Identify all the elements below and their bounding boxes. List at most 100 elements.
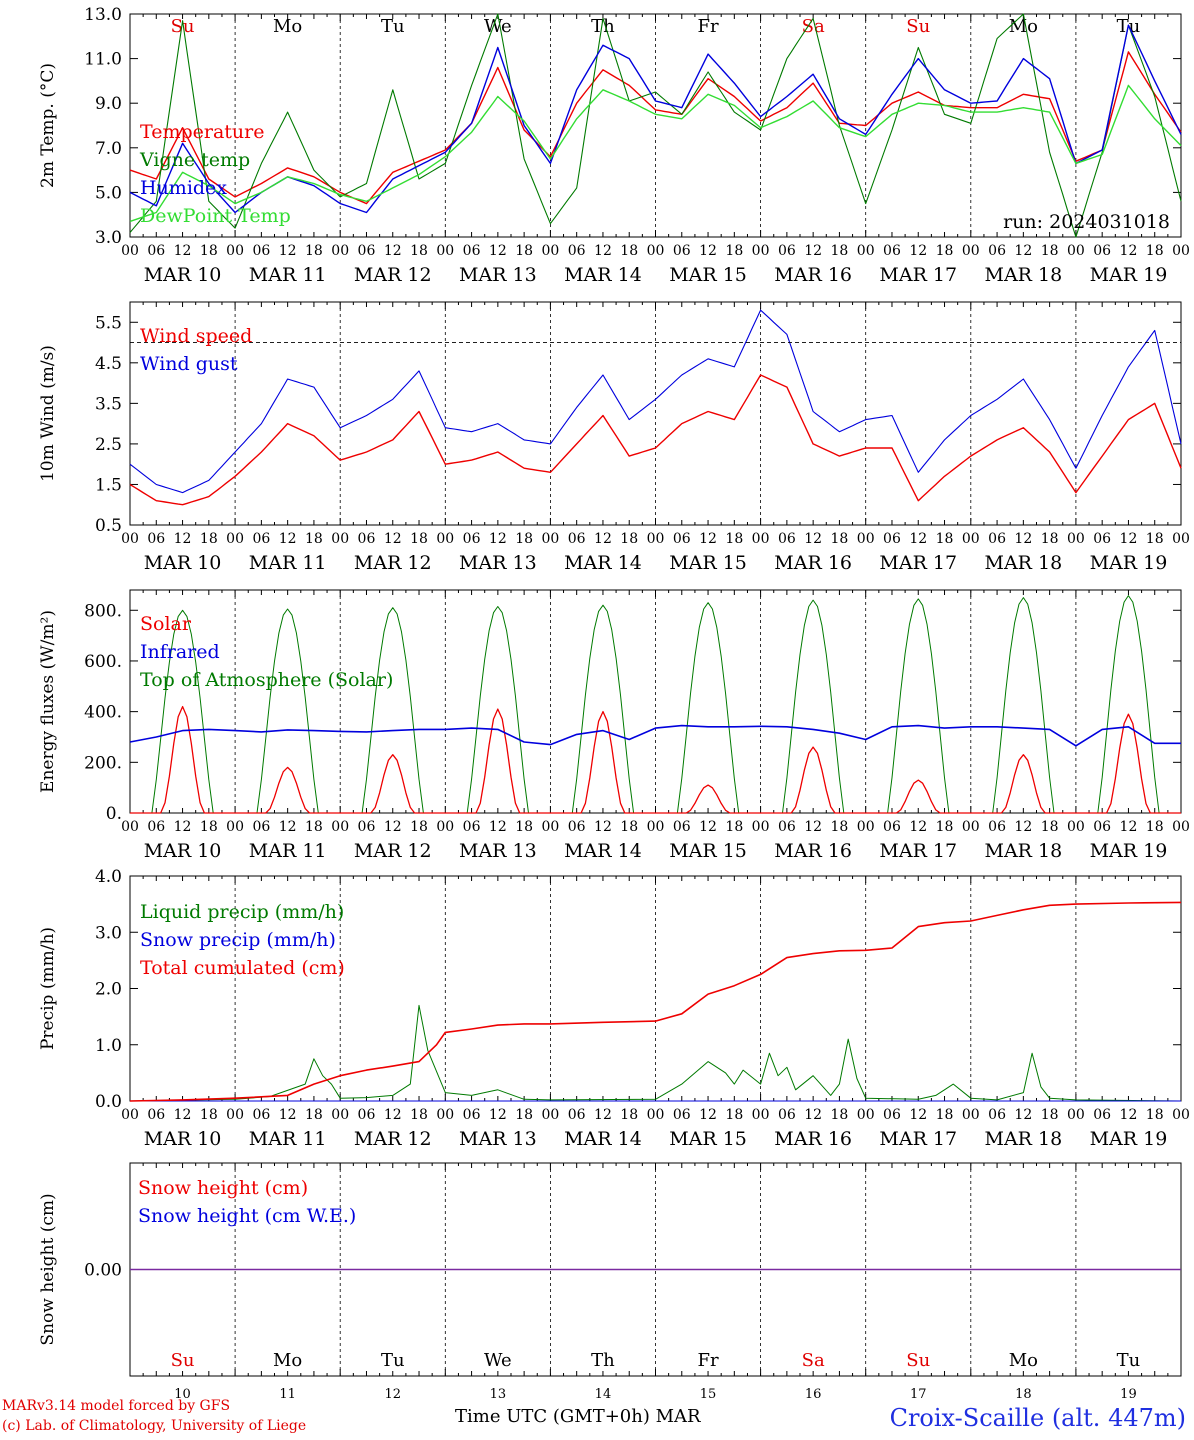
hour-tick-label: 12 xyxy=(279,531,297,547)
weekday-label: Su xyxy=(906,16,930,37)
legend-entry: Liquid precip (mm/h) xyxy=(140,901,344,923)
hour-tick-label: 06 xyxy=(147,819,165,835)
hour-tick-label: 00 xyxy=(436,819,454,835)
hour-tick-label: 00 xyxy=(1172,243,1190,259)
hour-tick-label: 18 xyxy=(936,819,954,835)
y-tick-label: 9.0 xyxy=(95,94,122,114)
hour-tick-label: 00 xyxy=(1172,531,1190,547)
hour-tick-label: 12 xyxy=(384,531,402,547)
date-label: MAR 12 xyxy=(354,1128,432,1150)
hour-tick-label: 00 xyxy=(226,243,244,259)
panel-5: 0.00 Snow height (cm) Su Mo Tu We Th Fr Sa Su Mo Tu… xyxy=(38,1162,1182,1377)
panel-2: 0.5 1.5 2.5 3.5 4.5 5.5 10m Wind (m/s) 00 06 12 18… xyxy=(38,301,1190,574)
hour-tick-label: 18 xyxy=(1041,1107,1059,1123)
y-tick-label: 3.0 xyxy=(95,923,122,943)
hour-tick-label: 06 xyxy=(1093,1107,1111,1123)
hour-tick-label: 12 xyxy=(489,531,507,547)
y-tick-label: 0.0 xyxy=(95,1092,122,1112)
hour-tick-label: 12 xyxy=(489,819,507,835)
hour-tick-label: 06 xyxy=(568,243,586,259)
hour-tick-label: 18 xyxy=(1041,819,1059,835)
legend-entry: Total cumulated (cm) xyxy=(140,957,345,979)
hour-tick-label: 06 xyxy=(147,1107,165,1123)
y-tick-label: 4.0 xyxy=(95,867,122,887)
legend-entry: Top of Atmosphere (Solar) xyxy=(140,669,393,691)
hour-tick-label: 00 xyxy=(647,243,665,259)
hour-tick-label: 18 xyxy=(620,531,638,547)
hour-tick-label: 06 xyxy=(778,243,796,259)
hour-tick-label: 18 xyxy=(831,819,849,835)
hour-tick-label: 06 xyxy=(252,243,270,259)
hour-tick-label: 06 xyxy=(358,819,376,835)
date-label: MAR 12 xyxy=(354,552,432,574)
hour-tick-label: 06 xyxy=(778,1107,796,1123)
hour-tick-label: 12 xyxy=(804,1107,822,1123)
date-label: MAR 10 xyxy=(144,1128,222,1150)
hour-tick-label: 06 xyxy=(463,243,481,259)
y-tick-label: 7.0 xyxy=(95,139,122,159)
hour-tick-label: 00 xyxy=(962,531,980,547)
hour-tick-label: 12 xyxy=(1120,1107,1138,1123)
date-label: MAR 13 xyxy=(459,264,537,286)
hour-tick-label: 06 xyxy=(1093,531,1111,547)
date-label: MAR 10 xyxy=(144,264,222,286)
weekday-label: Mo xyxy=(273,16,302,37)
weekday-label: Th xyxy=(591,16,615,37)
hour-tick-label: 18 xyxy=(725,819,743,835)
plot-frame xyxy=(129,13,1182,238)
series-infrared xyxy=(129,724,1181,747)
weekday-label: Su xyxy=(171,1350,195,1371)
y-axis-label: 2m Temp. (°C) xyxy=(38,63,58,188)
day-number-label: 17 xyxy=(910,1387,927,1402)
hour-tick-label: 06 xyxy=(252,819,270,835)
hour-tick-label: 12 xyxy=(699,1107,717,1123)
hour-tick-label: 00 xyxy=(121,1107,139,1123)
y-axis-label: Snow height (cm) xyxy=(38,1193,58,1345)
y-axis-label: Precip (mm/h) xyxy=(38,927,58,1050)
hour-tick-label: 18 xyxy=(936,243,954,259)
date-label: MAR 19 xyxy=(1090,264,1168,286)
hour-tick-label: 00 xyxy=(962,243,980,259)
series-humidex xyxy=(129,24,1182,214)
weekday-label: Su xyxy=(171,16,195,37)
y-tick-label: 3.0 xyxy=(95,228,122,248)
date-label: MAR 14 xyxy=(564,264,642,286)
hour-tick-label: 00 xyxy=(331,531,349,547)
hour-tick-label: 06 xyxy=(358,243,376,259)
hour-tick-label: 18 xyxy=(410,243,428,259)
weekday-label: We xyxy=(484,1350,512,1371)
series-solar xyxy=(130,705,1181,814)
hour-tick-label: 18 xyxy=(620,1107,638,1123)
hour-tick-label: 18 xyxy=(1041,243,1059,259)
date-label: MAR 17 xyxy=(879,552,957,574)
hour-tick-label: 00 xyxy=(436,243,454,259)
hour-tick-label: 18 xyxy=(305,531,323,547)
hour-tick-label: 12 xyxy=(594,1107,612,1123)
date-label: MAR 11 xyxy=(249,840,327,862)
y-tick-label: 0. xyxy=(106,804,122,824)
hour-tick-label: 06 xyxy=(252,1107,270,1123)
hour-tick-label: 00 xyxy=(1067,819,1085,835)
weekday-label: Mo xyxy=(1009,1350,1038,1371)
y-axis-label: 10m Wind (m/s) xyxy=(38,345,58,482)
run-annotation: run: 2024031018 xyxy=(1003,211,1170,233)
y-tick-label: 600. xyxy=(84,652,122,672)
legend-entry: DewPoint Temp xyxy=(140,205,291,227)
hour-tick-label: 06 xyxy=(778,531,796,547)
hour-tick-label: 12 xyxy=(1014,243,1032,259)
hour-tick-label: 18 xyxy=(936,1107,954,1123)
hour-tick-label: 06 xyxy=(358,531,376,547)
hour-tick-label: 18 xyxy=(831,243,849,259)
date-label: MAR 16 xyxy=(774,1128,852,1150)
hour-tick-label: 18 xyxy=(620,243,638,259)
series-temperature xyxy=(129,51,1182,205)
hour-tick-label: 12 xyxy=(489,1107,507,1123)
weekday-label: We xyxy=(484,16,512,37)
day-number-label: 12 xyxy=(384,1387,401,1402)
y-tick-label: 800. xyxy=(84,601,122,621)
hour-tick-label: 18 xyxy=(1146,243,1164,259)
hour-tick-label: 18 xyxy=(936,531,954,547)
y-tick-label: 2.0 xyxy=(95,980,122,1000)
hour-tick-label: 00 xyxy=(962,1107,980,1123)
